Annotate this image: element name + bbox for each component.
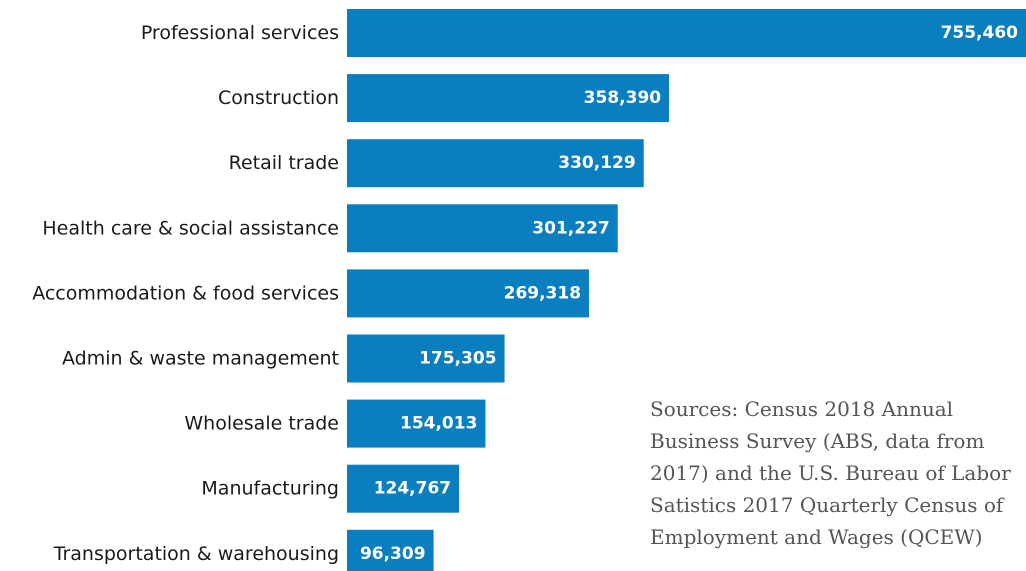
category-label-3: Health care & social assistance xyxy=(42,217,339,239)
bar-3 xyxy=(347,204,618,253)
value-label-7: 124,767 xyxy=(374,479,451,499)
value-label-5: 175,305 xyxy=(419,349,496,369)
bar-7 xyxy=(347,464,460,513)
category-labels-group: Professional services Construction Retail … xyxy=(32,22,339,565)
category-label-8: Transportation & warehousing xyxy=(53,543,339,565)
bar-5 xyxy=(347,334,505,383)
source-note: Sources: Census 2018 Annual Business Sur… xyxy=(650,397,1011,549)
value-label-4: 269,318 xyxy=(504,283,581,303)
category-label-2: Retail trade xyxy=(229,152,339,174)
bar-0 xyxy=(347,9,1026,57)
category-label-0: Professional services xyxy=(141,22,339,44)
category-label-6: Wholesale trade xyxy=(184,413,339,435)
bar-8 xyxy=(347,529,434,571)
bar-2 xyxy=(347,139,644,188)
value-label-2: 330,129 xyxy=(558,153,635,173)
category-label-5: Admin & waste management xyxy=(62,348,339,370)
value-label-0: 755,460 xyxy=(941,23,1019,43)
bar-6 xyxy=(347,399,486,448)
bars-group xyxy=(347,9,1026,571)
category-label-7: Manufacturing xyxy=(201,478,339,500)
category-label-4: Accommodation & food services xyxy=(32,282,339,304)
value-labels-group: 755,460 358,390 330,129 301,227 269,318 175,3… xyxy=(360,23,1018,564)
value-label-1: 358,390 xyxy=(584,88,662,108)
bar-1 xyxy=(347,74,670,123)
value-label-3: 301,227 xyxy=(532,218,609,238)
category-label-1: Construction xyxy=(218,87,339,109)
value-label-6: 154,013 xyxy=(400,414,477,434)
bar-4 xyxy=(347,269,590,318)
value-label-8: 96,309 xyxy=(360,544,426,564)
